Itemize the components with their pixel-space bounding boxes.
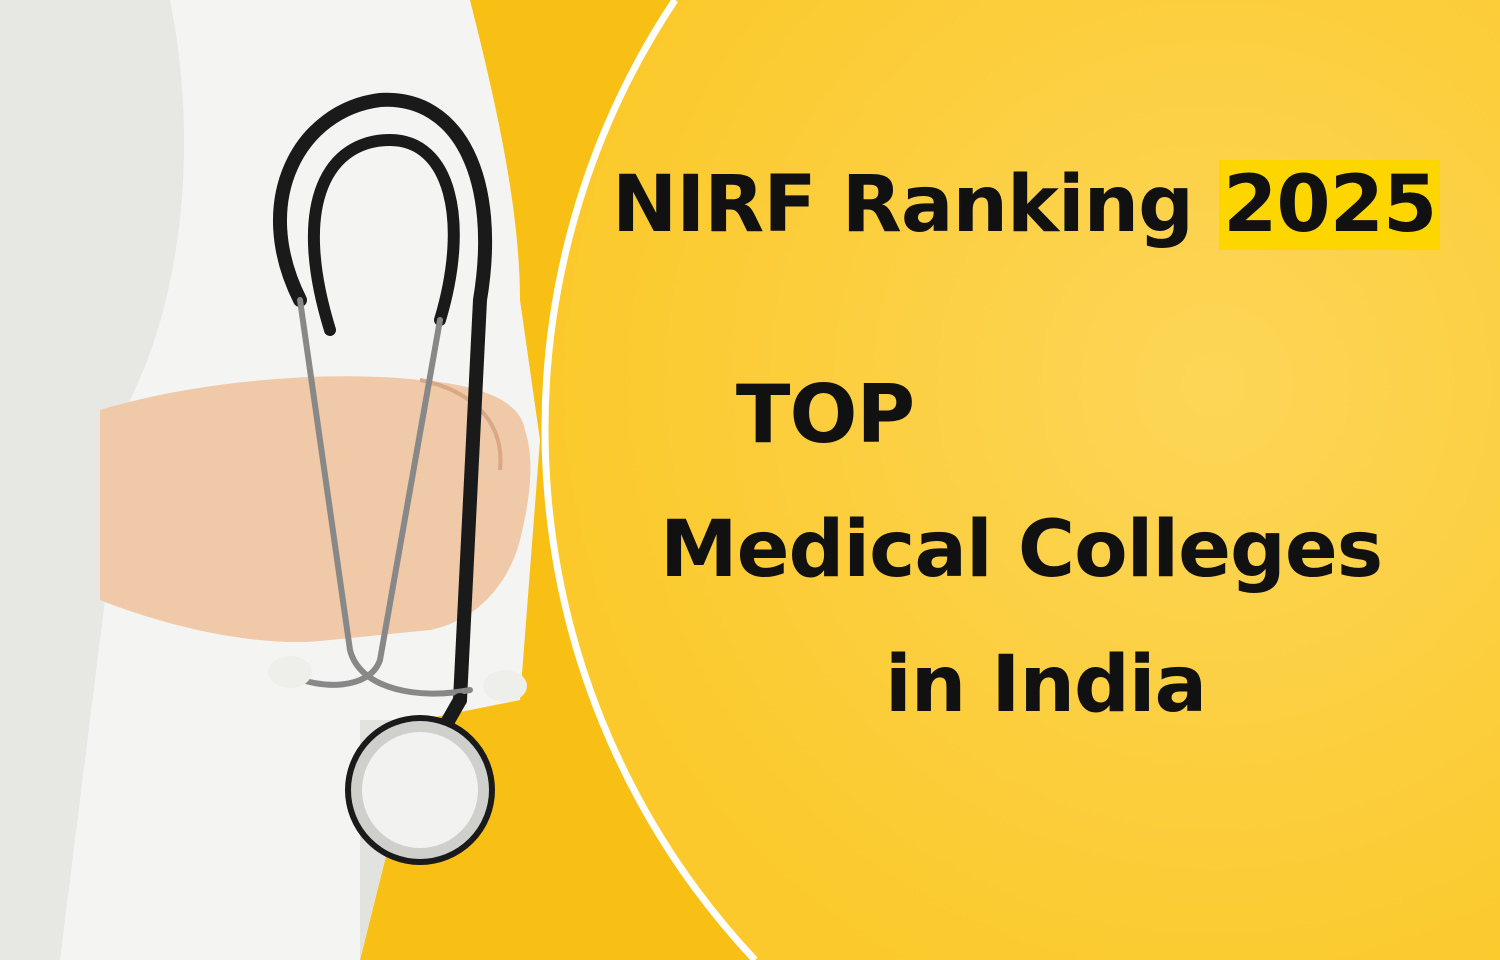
circle-backdrop bbox=[545, 0, 1500, 960]
subtitle-line-2: in India bbox=[885, 640, 1207, 730]
subtitle-line-1: Medical Colleges bbox=[660, 505, 1383, 595]
headline-year-highlight: 2025 bbox=[1219, 160, 1441, 250]
top-label: TOP bbox=[735, 368, 915, 461]
headline-prefix: NIRF Ranking bbox=[612, 160, 1194, 250]
headline: NIRF Ranking 2025 bbox=[612, 160, 1441, 250]
circle-outline bbox=[541, 0, 758, 960]
hand bbox=[100, 376, 531, 642]
stethoscope-earpiece bbox=[268, 656, 312, 688]
stethoscope-earpiece bbox=[483, 670, 527, 702]
